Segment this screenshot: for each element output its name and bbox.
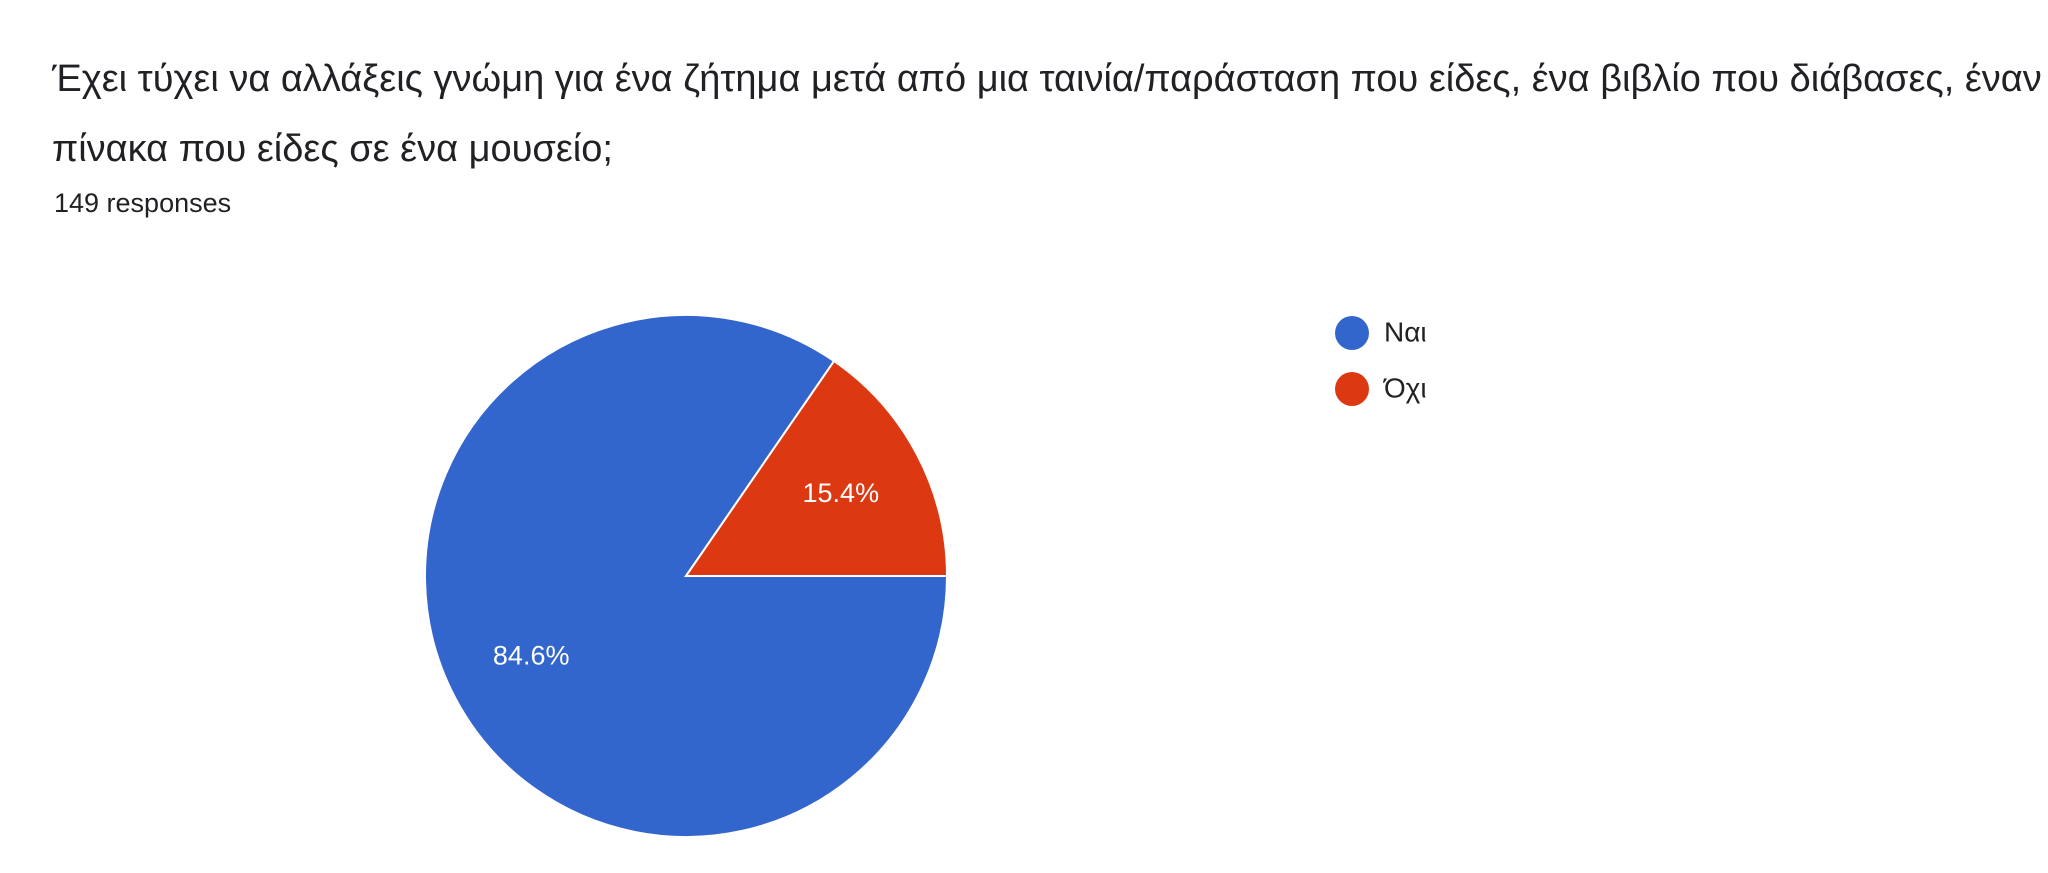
legend-label: Ναι <box>1384 316 1427 347</box>
pie-slice <box>684 359 949 577</box>
legend-label: Όχι <box>1383 372 1427 403</box>
chart-title: Έχει τύχει να αλλάξεις γνώμη για ένα ζήτ… <box>52 58 2042 170</box>
chart-subtitle: 149 responses <box>54 188 232 218</box>
slice-label: 84.6% <box>493 640 570 670</box>
legend-marker <box>1335 316 1369 350</box>
slice-label: 15.4% <box>803 478 880 508</box>
legend-marker <box>1335 372 1369 406</box>
pie-slice <box>424 314 949 838</box>
